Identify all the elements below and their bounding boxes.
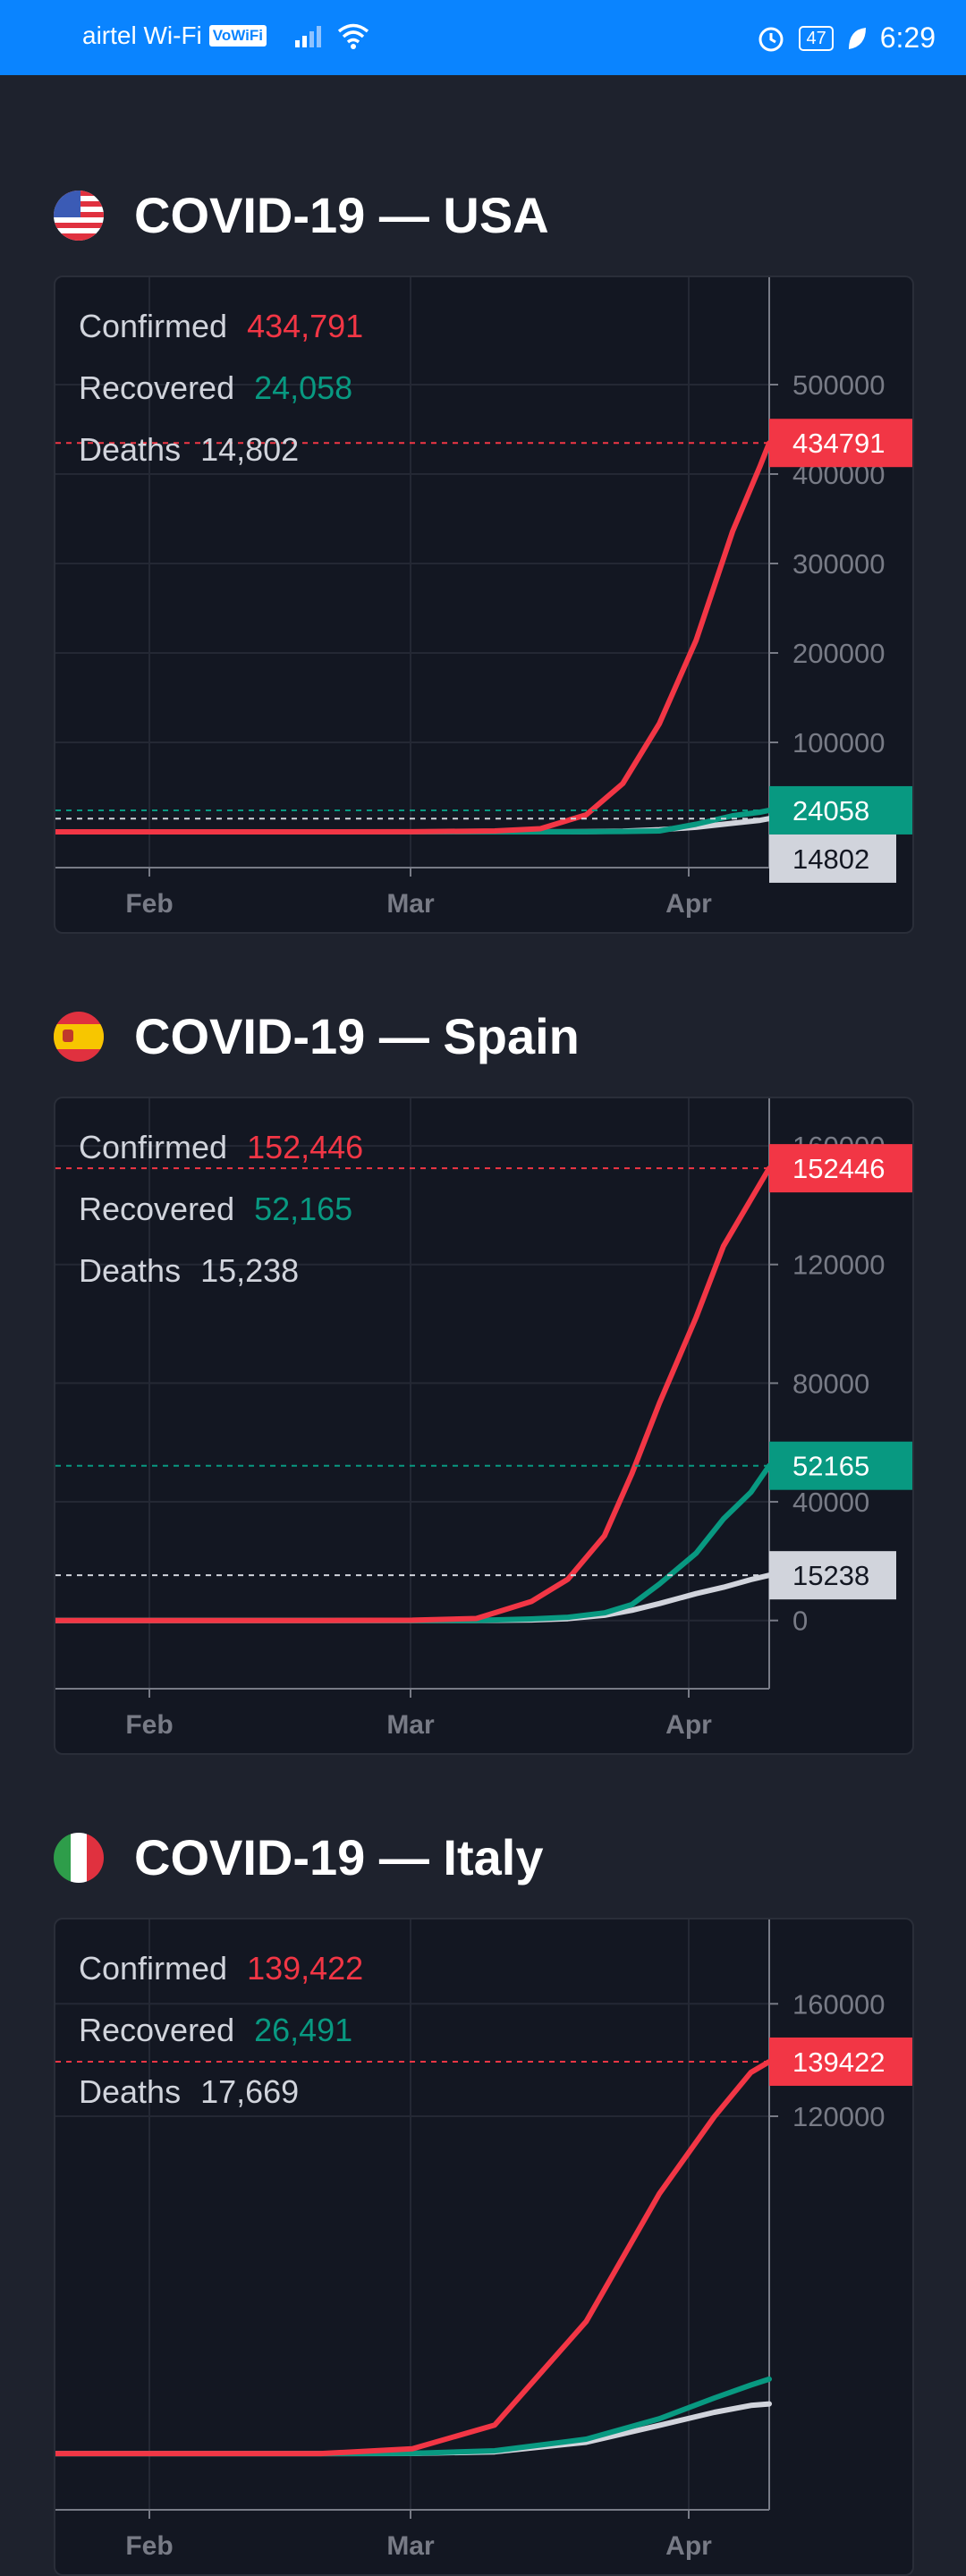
status-left: airtel Wi-Fi VoWiFi (82, 21, 370, 50)
last-value-badge-deaths (769, 834, 896, 883)
y-tick-label: 80000 (792, 1368, 869, 1399)
y-tick-label: 300000 (792, 548, 885, 580)
section-title-usa: COVID-19 — USA (54, 186, 549, 244)
stat-recovered: Recovered 52,165 (79, 1178, 363, 1240)
last-value-label-deaths: 14802 (792, 843, 869, 875)
stats-spain: Confirmed 152,446 Recovered 52,165 Deaths 1… (79, 1116, 363, 1301)
chart-card-usa[interactable]: 100000 200000 300000 400000 500000 Feb Mar Apr 4… (54, 275, 914, 934)
stat-confirmed: Confirmed 152,446 (79, 1116, 363, 1178)
y-tick-label: 40000 (792, 1487, 869, 1518)
stat-label: Deaths (79, 431, 182, 468)
stat-value: 434,791 (247, 308, 364, 344)
stat-value: 17,669 (200, 2073, 300, 2110)
last-value-label-deaths: 15238 (792, 1560, 869, 1591)
stat-confirmed: Confirmed 139,422 (79, 1937, 363, 1999)
status-bar: airtel Wi-Fi VoWiFi 47 6:29 (0, 0, 966, 75)
stat-label: Deaths (79, 1252, 182, 1289)
stat-label: Recovered (79, 2012, 235, 2048)
stat-deaths: Deaths 15,238 (79, 1240, 363, 1301)
last-value-badge-recovered (769, 785, 912, 835)
stat-deaths: Deaths 14,802 (79, 419, 363, 480)
stat-value: 52,165 (254, 1191, 353, 1227)
stats-italy: Confirmed 139,422 Recovered 26,491 Deaths 1… (79, 1937, 363, 2123)
stat-label: Confirmed (79, 1129, 228, 1165)
wifi-icon (337, 23, 369, 49)
stat-value: 139,422 (247, 1950, 364, 1987)
stat-label: Deaths (79, 2073, 182, 2110)
signal-indicators (294, 22, 370, 49)
stat-recovered: Recovered 26,491 (79, 1999, 363, 2061)
series-line-confirmed (55, 1165, 772, 1623)
last-value-label-confirmed: 434791 (792, 428, 885, 459)
x-tick-label: Apr (665, 2531, 712, 2561)
last-value-label-confirmed: 152446 (792, 1153, 885, 1184)
x-tick-label: Feb (125, 889, 173, 919)
leaf-icon (848, 27, 866, 49)
x-tick-label: Mar (386, 1710, 435, 1740)
last-value-label-confirmed: 139422 (792, 2046, 885, 2078)
stat-value: 24,058 (254, 369, 353, 406)
last-value-badge-confirmed (769, 1144, 912, 1193)
status-right: 47 6:29 (756, 21, 936, 55)
section-title-italy: COVID-19 — Italy (54, 1828, 543, 1886)
spain-flag-icon (54, 1011, 104, 1062)
last-value-badge-confirmed (769, 2037, 912, 2086)
page-title-italy: COVID-19 — Italy (134, 1829, 544, 1885)
stat-confirmed: Confirmed 434,791 (79, 295, 363, 357)
last-value-badge-confirmed (769, 419, 912, 468)
page-title-usa: COVID-19 — USA (134, 187, 549, 243)
stat-deaths: Deaths 17,669 (79, 2061, 363, 2123)
stat-label: Recovered (79, 369, 235, 406)
clock-time: 6:29 (879, 21, 936, 54)
carrier-label: airtel Wi-Fi (82, 21, 202, 49)
x-tick-label: Apr (665, 1710, 712, 1740)
x-tick-label: Apr (665, 889, 712, 919)
vowifi-badge: VoWiFi (208, 25, 267, 47)
stat-label: Confirmed (79, 1950, 228, 1987)
cellular-signal-icon (294, 26, 321, 47)
stat-value: 15,238 (200, 1252, 300, 1289)
stat-value: 26,491 (254, 2012, 353, 2048)
stat-value: 152,446 (247, 1129, 364, 1165)
x-tick-label: Mar (386, 2531, 435, 2561)
alarm-clock-icon (758, 27, 784, 51)
stat-label: Confirmed (79, 308, 228, 344)
x-tick-label: Feb (125, 1710, 173, 1740)
series-line-confirmed (55, 440, 772, 835)
chart-card-spain[interactable]: 04000080000120000160000FebMarApr15244652… (54, 1097, 914, 1755)
last-value-badge-deaths (769, 1551, 896, 1600)
battery-indicator: 47 (799, 25, 834, 51)
stats-usa: Confirmed 434,791 Recovered 24,058 Deaths 1… (79, 295, 363, 480)
series-line-recovered (55, 807, 772, 835)
last-value-badge-recovered (769, 1441, 912, 1490)
y-tick-label: 500000 (792, 369, 885, 401)
stat-label: Recovered (79, 1191, 235, 1227)
last-value-label-recovered: 24058 (792, 795, 869, 826)
page-title-spain: COVID-19 — Spain (134, 1008, 580, 1064)
y-tick-label: 100000 (792, 727, 885, 758)
stat-recovered: Recovered 24,058 (79, 357, 363, 419)
italy-flag-icon (54, 1832, 104, 1883)
chart-card-italy[interactable]: 120000 160000 Feb Mar Apr 139422 Confirmed 139… (54, 1918, 914, 2576)
usa-flag-icon (54, 190, 104, 241)
y-tick-label: 120000 (792, 2101, 885, 2132)
last-value-label-recovered: 52165 (792, 1451, 869, 1482)
y-tick-label: 0 (792, 1606, 808, 1637)
x-tick-label: Feb (125, 2531, 173, 2561)
y-tick-label: 160000 (792, 1988, 885, 2020)
y-tick-label: 200000 (792, 638, 885, 669)
section-title-spain: COVID-19 — Spain (54, 1007, 580, 1065)
stat-value: 14,802 (200, 431, 300, 468)
x-tick-label: Mar (386, 889, 435, 919)
series-line-recovered (55, 2376, 772, 2457)
series-line-recovered (55, 1462, 772, 1623)
chart-spain[interactable]: 04000080000120000160000FebMarApr15244652… (55, 1098, 912, 1753)
y-tick-label: 120000 (792, 1250, 885, 1281)
